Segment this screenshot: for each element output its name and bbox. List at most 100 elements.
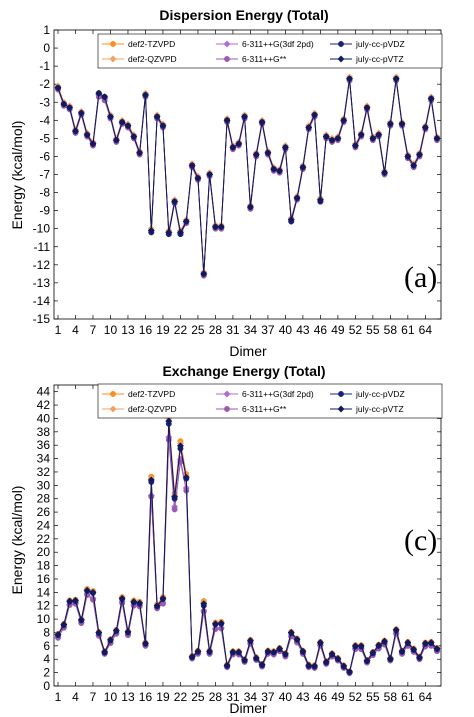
data-point [246, 636, 254, 645]
y-tick-label: 14 [37, 585, 51, 599]
x-tick-label: 28 [209, 690, 223, 704]
x-tick-label: 43 [296, 323, 310, 337]
data-point [328, 650, 336, 658]
data-point [421, 639, 429, 647]
legend-item: july-cc-pVTZ [330, 54, 404, 64]
y-tick-label: 26 [37, 505, 51, 519]
y-tick-label: -2 [39, 77, 50, 91]
data-point [147, 226, 155, 235]
x-tick-label: 16 [139, 690, 153, 704]
y-tick-label: 12 [37, 599, 51, 613]
data-point [171, 506, 178, 513]
data-point [433, 644, 441, 653]
y-tick-label: -13 [33, 276, 51, 290]
y-tick-label: -3 [39, 95, 50, 109]
legend: def2-TZVPD def2-QZVPD 6-311++G(3df 2pd) 6-3… [97, 383, 443, 419]
data-point [182, 217, 190, 226]
data-point [71, 127, 80, 135]
legend-item: def2-TZVPD [102, 389, 175, 399]
x-tick-label: 64 [419, 690, 433, 704]
data-point [206, 170, 214, 179]
data-point [345, 75, 354, 83]
data-point [66, 104, 74, 112]
data-point [153, 602, 161, 610]
data-point [153, 113, 161, 121]
data-point [293, 194, 301, 202]
x-tick-label: 55 [366, 323, 380, 337]
data-point [415, 653, 424, 661]
data-point [345, 668, 354, 676]
data-point [386, 655, 394, 663]
data-point [404, 152, 412, 160]
legend-label: july-cc-pVDZ [355, 39, 405, 49]
legend-item: july-cc-pVDZ [330, 389, 405, 399]
data-point [95, 628, 103, 637]
legend-label: def2-QZVPD [128, 404, 177, 414]
x-axis: 1 4 7 10 13 16 19 22 25 28 31 34 37 40 43 46 49 52 55 58 61 6… [55, 385, 433, 704]
x-tick-label: 10 [104, 690, 118, 704]
x-tick-label: 25 [191, 323, 205, 337]
data-point [380, 637, 389, 645]
data-point [351, 642, 359, 650]
panel-label: (c) [404, 524, 437, 557]
data-point [363, 104, 371, 112]
data-point [293, 635, 301, 643]
legend-marker [109, 405, 117, 413]
data-point [264, 149, 272, 157]
y-tick-label: 20 [37, 545, 51, 559]
y-tick-label: 28 [37, 492, 51, 506]
legend-item: 6-311++G(3df 2pd) [216, 389, 314, 399]
data-point [188, 653, 196, 661]
series-july-cc-pVTZ [54, 417, 441, 676]
x-tick-label: 25 [191, 690, 205, 704]
legend-label: def2-QZVPD [128, 54, 177, 64]
data-point [311, 662, 319, 670]
data-point [270, 648, 278, 656]
data-point [141, 91, 150, 99]
y-tick-label: -5 [39, 131, 50, 145]
data-point [328, 136, 336, 144]
y-tick-label: 18 [37, 559, 51, 573]
data-point [322, 658, 330, 666]
data-point [270, 165, 278, 173]
exchange-energy-chart: Exchange Energy (Total) 0246810121416182… [9, 363, 443, 716]
x-tick-label: 34 [244, 323, 258, 337]
y-tick-label: -10 [33, 222, 51, 236]
x-tick-label: 10 [104, 323, 118, 337]
data-point [316, 196, 324, 204]
legend-item: july-cc-pVTZ [330, 404, 404, 414]
data-point [171, 493, 179, 501]
dispersion-energy-chart: Dispersion Energy (Total) 10-1-2-3-4-5-6… [9, 7, 443, 359]
data-point [398, 647, 406, 655]
y-tick-label: 1 [43, 23, 50, 37]
data-point [101, 648, 109, 656]
legend-marker [224, 406, 230, 412]
data-point [375, 641, 383, 649]
data-point [95, 89, 103, 97]
data-point [404, 638, 412, 647]
x-tick-label: 1 [55, 690, 62, 704]
legend-label: july-cc-pVTZ [355, 54, 404, 64]
x-tick-label: 4 [72, 690, 79, 704]
y-tick-label: 40 [37, 411, 51, 425]
y-tick-label: 34 [37, 452, 51, 466]
data-point [410, 645, 418, 653]
y-tick-label: -4 [39, 113, 50, 127]
x-axis: 1 4 7 10 13 16 19 22 25 28 31 34 37 40 43 46 49 52 55 58 61 6… [55, 30, 432, 337]
data-point [322, 133, 330, 141]
data-point [334, 134, 342, 142]
x-tick-label: 1 [55, 323, 62, 337]
legend-marker [109, 55, 117, 63]
data-point [206, 647, 214, 655]
data-point [369, 649, 377, 657]
x-tick-label: 52 [349, 690, 363, 704]
x-tick-label: 49 [331, 323, 345, 337]
data-point [299, 163, 307, 171]
legend: def2-TZVPD def2-QZVPD 6-311++G(3df 2pd) 6-3… [97, 33, 443, 69]
data-point [101, 93, 109, 101]
series-group [54, 73, 441, 279]
data-point [83, 586, 91, 594]
x-tick-label: 28 [209, 323, 223, 337]
x-tick-label: 58 [384, 323, 398, 337]
